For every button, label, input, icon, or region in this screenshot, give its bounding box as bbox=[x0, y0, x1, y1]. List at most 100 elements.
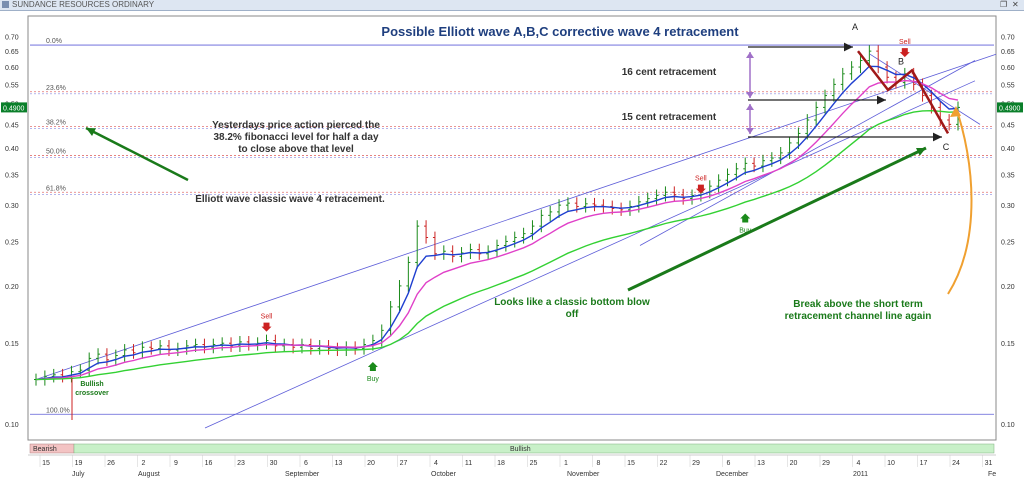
y-tick-label: 0.60 bbox=[5, 65, 19, 72]
x-day-label: 19 bbox=[75, 460, 83, 467]
last-price-label: 0.4900 bbox=[3, 105, 25, 112]
breakout-annotation: Break above the short term retracement ch… bbox=[785, 299, 932, 322]
y-tick-label-right: 0.40 bbox=[1001, 146, 1015, 153]
y-tick-label: 0.45 bbox=[5, 122, 19, 129]
y-tick-label: 0.30 bbox=[5, 203, 19, 210]
fib-label: 61.8% bbox=[46, 185, 66, 192]
x-month-label: November bbox=[567, 471, 600, 478]
buy-signal-label: Buy bbox=[367, 376, 380, 383]
x-day-label: 16 bbox=[205, 460, 213, 467]
buy-signal-label: Buy bbox=[739, 227, 752, 234]
window-titlebar: SUNDANCE RESOURCES ORDINARY ❐ ✕ bbox=[0, 0, 1024, 11]
close-icon[interactable]: ✕ bbox=[1012, 0, 1019, 9]
mid-ma-line bbox=[35, 79, 959, 381]
x-day-label: 4 bbox=[434, 460, 438, 467]
x-month-label: August bbox=[138, 471, 160, 478]
wave-label: A bbox=[852, 22, 858, 32]
x-day-label: 13 bbox=[335, 460, 343, 467]
x-day-label: 8 bbox=[597, 460, 601, 467]
y-tick-label-right: 0.30 bbox=[1001, 203, 1015, 210]
retrace-16-annotation: 16 cent retracement bbox=[622, 67, 717, 78]
fib-label: 38.2% bbox=[46, 120, 66, 127]
x-day-label: 13 bbox=[757, 460, 765, 467]
double-arrow-up-icon bbox=[746, 52, 754, 58]
fib-label: 0.0% bbox=[46, 38, 62, 45]
channel-line bbox=[869, 53, 981, 125]
double-arrow-down-icon bbox=[746, 128, 754, 134]
x-day-label: 17 bbox=[920, 460, 928, 467]
sell-signal-label: Sell bbox=[695, 176, 707, 183]
y-tick-label-right: 0.60 bbox=[1001, 65, 1015, 72]
arrowhead-icon bbox=[876, 95, 886, 105]
y-tick-label-right: 0.20 bbox=[1001, 284, 1015, 291]
x-day-label: 11 bbox=[465, 460, 472, 467]
x-day-label: 24 bbox=[952, 460, 960, 467]
arrowhead-icon bbox=[932, 132, 942, 142]
x-month-label: September bbox=[285, 471, 320, 478]
x-day-label: 27 bbox=[400, 460, 408, 467]
blowoff-annotation: Looks like a classic bottom blow off bbox=[494, 297, 650, 320]
y-tick-label: 0.10 bbox=[5, 422, 19, 429]
channel-line bbox=[35, 53, 997, 380]
y-tick-label-right: 0.70 bbox=[1001, 34, 1015, 41]
bullish-band-label: Bullish bbox=[510, 446, 531, 453]
sell-signal-label: Sell bbox=[899, 39, 911, 46]
elliott-classic-annotation: Elliott wave classic wave 4 retracement. bbox=[195, 194, 385, 205]
x-day-label: 15 bbox=[42, 460, 50, 467]
x-day-label: 9 bbox=[174, 460, 178, 467]
last-price-marker bbox=[1, 102, 27, 113]
x-day-label: 1 bbox=[564, 460, 568, 467]
abc-wave-line bbox=[857, 50, 950, 135]
long-ma-line bbox=[35, 109, 959, 381]
plot-area bbox=[27, 15, 997, 441]
breakout-curve-arrow bbox=[947, 107, 973, 295]
x-day-label: 31 bbox=[985, 460, 993, 467]
y-tick-label: 0.15 bbox=[5, 341, 19, 348]
restore-icon[interactable]: ❐ bbox=[1000, 0, 1008, 9]
sell-arrow-icon bbox=[261, 322, 272, 332]
fib-label: 50.0% bbox=[46, 148, 66, 155]
x-day-label: 10 bbox=[887, 460, 895, 467]
window-title: SUNDANCE RESOURCES ORDINARY bbox=[12, 0, 155, 9]
x-day-label: 20 bbox=[790, 460, 798, 467]
y-tick-label: 0.25 bbox=[5, 239, 19, 246]
chart-app-icon bbox=[2, 1, 9, 8]
pointer-arrow-fib bbox=[85, 126, 189, 182]
y-tick-label: 0.65 bbox=[5, 49, 19, 56]
y-tick-label-right: 0.65 bbox=[1001, 49, 1015, 56]
double-arrow-down-icon bbox=[746, 92, 754, 98]
double-arrow-up-icon bbox=[746, 104, 754, 110]
y-tick-label-right: 0.15 bbox=[1001, 341, 1015, 348]
fib-pierce-annotation: Yesterdays price action pierced the 38.2%… bbox=[212, 120, 380, 155]
y-tick-label-right: 0.10 bbox=[1001, 422, 1015, 429]
price-chart: 0.0% 23.6% 38.2% 50.0% 61.8% 100.0% Sell Buy Se… bbox=[1, 15, 1023, 478]
buy-arrow-icon bbox=[740, 213, 751, 223]
x-day-label: 25 bbox=[530, 460, 538, 467]
x-day-label: 6 bbox=[304, 460, 308, 467]
sell-signal-label: Sell bbox=[261, 314, 273, 321]
x-month-label: Fe bbox=[988, 471, 996, 478]
x-month-label: July bbox=[72, 471, 85, 478]
x-day-label: 22 bbox=[660, 460, 668, 467]
x-day-label: 30 bbox=[270, 460, 278, 467]
x-day-label: 23 bbox=[237, 460, 245, 467]
x-day-label: 2 bbox=[142, 460, 146, 467]
channel-line bbox=[639, 60, 976, 246]
chart-title: Possible Elliott wave A,B,C corrective w… bbox=[381, 24, 739, 39]
short-ma-line bbox=[35, 65, 959, 381]
arrowhead-icon bbox=[916, 147, 926, 156]
y-tick-label-right: 0.35 bbox=[1001, 172, 1015, 179]
y-tick-label: 0.35 bbox=[5, 172, 19, 179]
fib-label: 23.6% bbox=[46, 85, 66, 92]
x-month-label: 2011 bbox=[853, 471, 868, 478]
x-month-label: December bbox=[716, 471, 749, 478]
buy-arrow-icon bbox=[367, 361, 378, 371]
x-month-label: October bbox=[431, 471, 457, 478]
y-tick-label-right: 0.25 bbox=[1001, 239, 1015, 246]
wave-label: C bbox=[943, 142, 950, 152]
x-day-label: 4 bbox=[857, 460, 861, 467]
y-tick-label: 0.40 bbox=[5, 146, 19, 153]
x-day-label: 29 bbox=[692, 460, 700, 467]
x-day-label: 6 bbox=[727, 460, 731, 467]
